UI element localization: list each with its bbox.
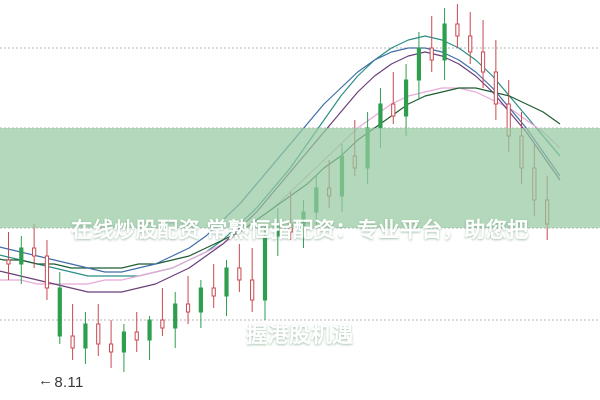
promo-line-1: 在线炒股配资 常熟恒指配资：专业平台，助您把	[71, 219, 529, 242]
date-annotation: ←8.11	[38, 372, 84, 391]
left-arrow-icon: ←	[38, 372, 54, 389]
promo-line-2: 握港股机遇	[246, 324, 354, 347]
promo-text-overlay: 在线炒股配资 常熟恒指配资：专业平台，助您把 握港股机遇	[0, 143, 600, 400]
date-annotation-label: 8.11	[54, 374, 84, 391]
